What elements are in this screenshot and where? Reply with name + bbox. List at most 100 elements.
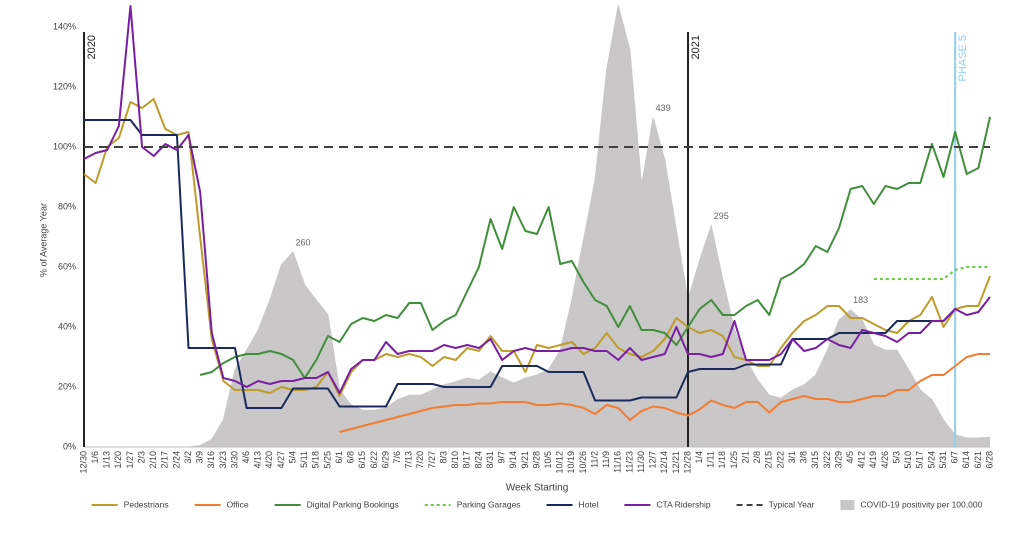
legend-label: Pedestrians: [124, 499, 169, 509]
x-tick-label: 5/31: [938, 451, 948, 469]
legend-label: Digital Parking Bookings: [307, 499, 399, 509]
x-tick-label: 9/21: [520, 451, 530, 469]
x-tick-label: 2/10: [148, 451, 158, 469]
legend: Pedestrians Office Digital Parking Booking…: [91, 499, 983, 510]
area-edge: [188, 5, 991, 448]
annotation: 260: [296, 237, 311, 247]
x-tick-label: 5/4: [287, 451, 297, 464]
legend-label: Hotel: [579, 499, 599, 509]
marker-label: 2020: [86, 35, 98, 59]
x-tick-label: 3/23: [218, 451, 228, 469]
x-tick-label: 7/27: [427, 451, 437, 469]
x-tick-label: 2/15: [764, 451, 774, 469]
x-tick-label: 3/2: [183, 451, 193, 464]
x-tick-label: 12/28: [682, 451, 692, 474]
x-tick-label: 8/24: [473, 451, 483, 469]
x-tick-label: 1/11: [706, 451, 716, 468]
x-tick-label: 10/5: [543, 451, 553, 469]
x-tick-label: 9/7: [497, 451, 507, 464]
x-tick-label: 4/19: [868, 451, 878, 469]
x-tick-label: 3/1: [787, 451, 797, 464]
x-tick-label: 8/17: [462, 451, 472, 469]
x-tick-label: 12/7: [648, 451, 658, 469]
x-tick-label: 2/17: [160, 451, 170, 469]
legend-label: Parking Garages: [457, 499, 521, 509]
x-tick-label: 6/21: [973, 451, 983, 469]
y-tick-label: 140%: [53, 21, 76, 31]
x-tick-label: 3/29: [833, 451, 843, 469]
x-tick-label: 6/8: [346, 451, 356, 464]
line: [873, 266, 990, 280]
x-tick-label: 3/16: [206, 451, 216, 469]
x-tick-label: 3/22: [822, 451, 832, 469]
x-tick-label: 1/25: [729, 451, 739, 469]
x-tick-label: 5/24: [926, 451, 936, 469]
line: [84, 119, 956, 409]
x-tick-label: 3/15: [810, 451, 820, 469]
x-tick-label: 1/4: [694, 451, 704, 464]
area-fill: [188, 5, 991, 447]
x-tick-label: 12/30: [78, 451, 88, 474]
x-tick-label: 4/13: [253, 451, 263, 469]
x-tick-label: 5/25: [322, 451, 332, 469]
x-tick-label: 2/24: [171, 451, 181, 469]
x-tick-label: 1/18: [717, 451, 727, 469]
annotation: 295: [714, 211, 729, 221]
x-tick-label: 8/3: [438, 451, 448, 464]
line: [339, 353, 990, 433]
x-tick-label: 11/2: [589, 451, 599, 468]
marker-label: 2021: [690, 35, 702, 59]
x-tick-label: 5/18: [311, 451, 321, 469]
x-tick-label: 4/6: [241, 451, 251, 464]
x-tick-label: 5/10: [903, 451, 913, 469]
annotation: 439: [656, 103, 671, 113]
x-tick-label: 5/11: [299, 451, 309, 468]
annotation: 183: [853, 295, 868, 305]
x-tick-label: 10/19: [566, 451, 576, 474]
y-tick-label: 0%: [63, 441, 76, 451]
x-tick-label: 11/16: [613, 451, 623, 473]
x-tick-label: 9/14: [508, 451, 518, 469]
x-tick-label: 1/20: [113, 451, 123, 469]
x-tick-label: 5/17: [915, 451, 925, 469]
x-tick-label: 6/22: [369, 451, 379, 469]
x-tick-label: 5/3: [891, 451, 901, 464]
x-tick-label: 8/31: [485, 451, 495, 469]
x-tick-label: 11/30: [636, 451, 646, 473]
line: [83, 98, 991, 397]
marker-label: PHASE 5: [957, 35, 969, 81]
x-tick-label: 1/27: [125, 451, 135, 469]
x-tick-label: 6/1: [334, 451, 344, 464]
x-tick-label: 1/6: [90, 451, 100, 464]
x-tick-label: 4/5: [845, 451, 855, 464]
x-tick-label: 12/21: [671, 451, 681, 474]
y-tick-label: 40%: [58, 321, 76, 331]
x-tick-label: 11/23: [624, 451, 634, 473]
x-tick-label: 1/13: [102, 451, 112, 469]
x-tick-label: 9/28: [531, 451, 541, 469]
x-tick-label: 7/20: [415, 451, 425, 469]
line: [83, 5, 991, 394]
y-axis-title: % of Average Year: [38, 203, 48, 277]
legend-swatch: [840, 500, 855, 510]
x-tick-label: 3/30: [229, 451, 239, 469]
x-tick-label: 2/3: [136, 451, 146, 464]
x-tick-label: 2/8: [752, 451, 762, 464]
legend-label: Office: [227, 499, 249, 509]
legend-label: Typical Year: [769, 499, 815, 509]
x-tick-label: 7/13: [404, 451, 414, 469]
x-tick-label: 2/1: [740, 451, 750, 464]
y-tick-label: 80%: [58, 201, 76, 211]
y-tick-label: 20%: [58, 381, 76, 391]
line: [199, 116, 991, 379]
x-tick-label: 11/9: [601, 451, 611, 468]
legend-label: CTA Ridership: [656, 499, 710, 509]
x-tick-label: 3/8: [799, 451, 809, 464]
x-tick-label: 6/14: [961, 451, 971, 469]
y-tick-label: 60%: [58, 261, 76, 271]
x-tick-label: 7/6: [392, 451, 402, 464]
x-tick-label: 10/12: [555, 451, 565, 474]
x-tick-label: 6/7: [950, 451, 960, 464]
x-tick-label: 6/28: [984, 451, 994, 469]
